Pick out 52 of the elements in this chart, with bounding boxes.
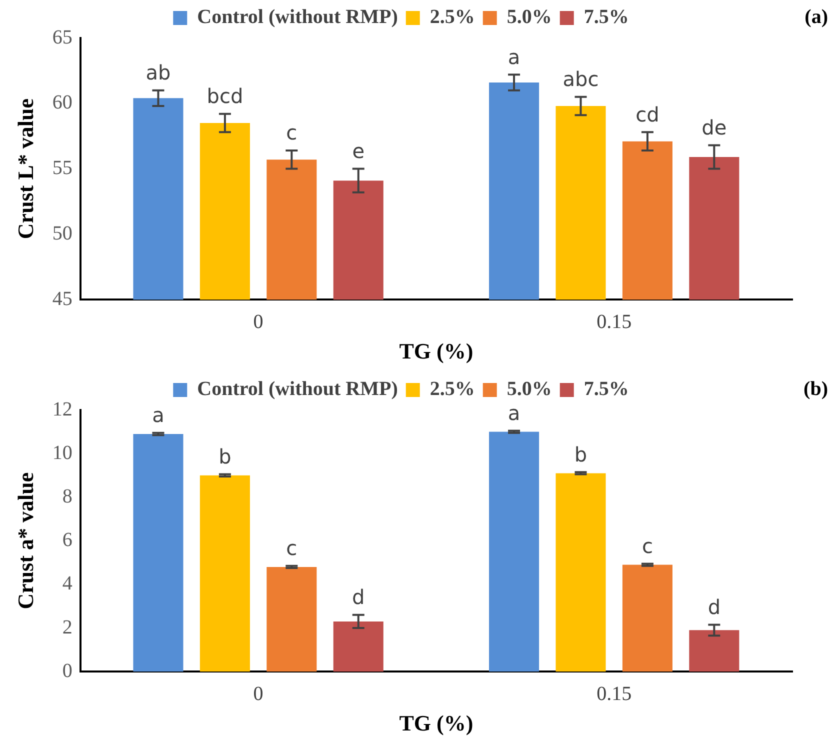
data-label: d bbox=[352, 585, 365, 610]
data-label: b bbox=[574, 442, 588, 466]
legend-label: 2.5% bbox=[430, 378, 475, 400]
x-tick-label: 0.15 bbox=[596, 310, 632, 333]
bar bbox=[133, 434, 184, 672]
legend-label: Control (without RMP) bbox=[197, 378, 398, 400]
bar bbox=[556, 473, 606, 672]
bar bbox=[333, 621, 384, 672]
y-axis-title: Crust a* value bbox=[12, 472, 38, 610]
legend-label: 7.5% bbox=[584, 378, 629, 400]
y-tick-label: 12 bbox=[52, 398, 72, 420]
y-tick-label: 4 bbox=[62, 572, 72, 595]
y-tick-label: 50 bbox=[52, 222, 72, 244]
bar bbox=[266, 566, 317, 672]
legend-label: Control (without RMP) bbox=[197, 6, 398, 28]
data-label: de bbox=[702, 115, 727, 140]
text: (b) bbox=[804, 378, 828, 400]
data-label: cd bbox=[636, 102, 660, 126]
data-label: e bbox=[352, 139, 365, 164]
data-label: b bbox=[218, 444, 232, 469]
y-tick-label: 8 bbox=[62, 485, 72, 508]
text: (a) bbox=[804, 6, 828, 28]
y-tick-label: 6 bbox=[62, 529, 72, 552]
x-axis-title: TG (%) bbox=[399, 338, 474, 364]
bar bbox=[200, 475, 250, 672]
data-label: d bbox=[708, 594, 721, 619]
data-label: ab bbox=[146, 60, 171, 85]
data-label: c bbox=[286, 120, 298, 145]
bar bbox=[689, 630, 740, 672]
x-tick-label: 0.15 bbox=[596, 682, 632, 705]
data-label: bcd bbox=[206, 84, 244, 108]
y-tick-label: 65 bbox=[52, 26, 72, 48]
legend-label: 7.5% bbox=[584, 6, 629, 28]
bar bbox=[489, 432, 540, 672]
x-axis-title: TG (%) bbox=[399, 710, 474, 736]
data-label: a bbox=[508, 400, 520, 425]
bar bbox=[622, 564, 672, 672]
data-label: c bbox=[642, 534, 653, 558]
legend-label: 5.0% bbox=[506, 378, 552, 400]
y-tick-label: 0 bbox=[62, 660, 72, 682]
data-label: a bbox=[508, 44, 520, 69]
y-tick-label: 45 bbox=[52, 288, 72, 310]
legend-label: 2.5% bbox=[430, 6, 475, 28]
y-tick-label: 10 bbox=[52, 442, 72, 464]
y-axis-title: Crust L* value bbox=[12, 98, 38, 240]
data-label: a bbox=[152, 403, 164, 428]
data-label: abc bbox=[562, 67, 599, 92]
y-tick-label: 60 bbox=[52, 92, 72, 114]
y-tick-label: 2 bbox=[62, 616, 72, 638]
data-label: c bbox=[286, 536, 298, 560]
legend-label: 5.0% bbox=[506, 6, 552, 28]
y-tick-label: 55 bbox=[52, 157, 72, 180]
